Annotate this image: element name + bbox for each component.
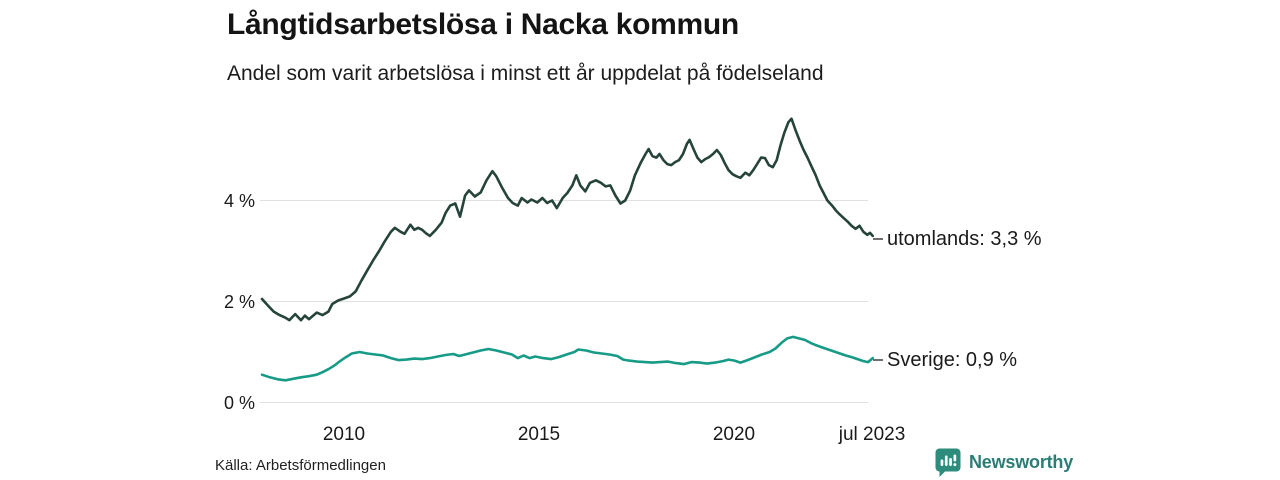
newsworthy-brand: Newsworthy <box>935 448 1073 477</box>
series-line-utomlands <box>260 117 874 322</box>
legend-dash-icon <box>873 238 883 240</box>
x-axis-tick-2015: 2015 <box>517 424 561 445</box>
y-axis-tick-4pct: 4 % <box>223 191 255 211</box>
legend-entry-sverige: Sverige: 0,9 % <box>873 348 1017 372</box>
newsworthy-wordmark: Newsworthy <box>969 452 1074 472</box>
chart-subtitle: Andel som varit arbetslösa i minst ett å… <box>227 62 824 85</box>
legend-dash-icon <box>873 359 883 361</box>
y-axis-tick-0pct: 0 % <box>223 393 255 413</box>
legend-entry-utomlands: utomlands: 3,3 % <box>873 227 1042 251</box>
series-line-sverige <box>260 335 874 382</box>
y-axis-tick-2pct: 2 % <box>223 292 255 312</box>
source-note: Källa: Arbetsförmedlingen <box>215 457 386 474</box>
legend-label-sverige: Sverige: 0,9 % <box>887 349 1018 371</box>
legend-label-utomlands: utomlands: 3,3 % <box>887 228 1042 250</box>
x-axis-tick-2020: 2020 <box>712 424 756 445</box>
x-axis-tick-2010: 2010 <box>322 424 366 445</box>
x-axis-tick-jul-2023: jul 2023 <box>838 424 906 445</box>
page-title: Långtidsarbetslösa i Nacka kommun <box>227 8 739 41</box>
newsworthy-logo-icon <box>935 448 961 477</box>
